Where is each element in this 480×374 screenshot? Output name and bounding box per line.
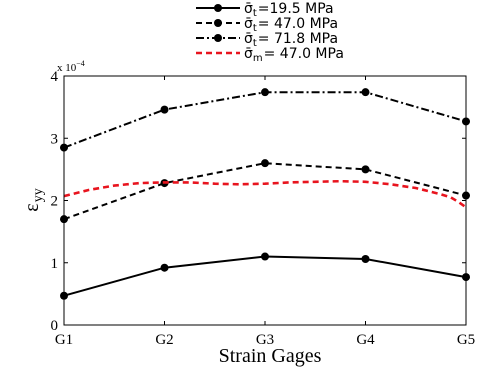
y-tick-label-2: 2: [51, 194, 59, 210]
legend-label-0: σ̄t=19.5 MPa: [244, 1, 334, 19]
y-tick-label-4: 4: [51, 69, 59, 85]
y-tick-label-0: 0: [51, 318, 59, 334]
x-tick-label-g4: G4: [356, 332, 375, 348]
series-0-point-1: [160, 263, 169, 272]
legend-marker-1: [214, 19, 222, 27]
x-axis-title: Strain Gages: [219, 345, 322, 367]
series-2-point-3: [361, 88, 370, 97]
axes-layer: G1 G2 G3 G4 G5 0 1 2 3 4: [51, 69, 476, 348]
series-1-line: [63, 162, 467, 221]
plot-frame: [63, 75, 467, 326]
series-0-point-2: [261, 252, 269, 261]
series-0-line: [63, 255, 467, 297]
series-0-point-3: [361, 255, 370, 264]
legend-label-3: σ̄m= 47.0 MPa: [244, 46, 344, 64]
legend-label-1: σ̄t= 47.0 MPa: [244, 16, 338, 34]
legend-marker-0: [214, 4, 222, 12]
legend-label-2: σ̄t= 71.8 MPa: [244, 31, 338, 49]
y-tick-label-1: 1: [51, 256, 59, 272]
series-3-line: [63, 179, 467, 209]
series-2-line: [63, 91, 467, 149]
series-layer: [60, 88, 470, 300]
legend-marker-2: [214, 34, 222, 42]
x-tick-label-g1: G1: [55, 332, 73, 348]
x-tick-label-g5: G5: [457, 332, 475, 348]
y-tick-label-3: 3: [51, 131, 59, 147]
x-tick-label-g2: G2: [155, 332, 173, 348]
series-1-point-2: [261, 159, 269, 168]
y-axis-scale-note: x 10−4: [57, 59, 85, 74]
series-1-point-3: [361, 165, 370, 174]
x-tick-label-g3: G3: [256, 332, 274, 348]
y-axis-title: εyy: [21, 188, 46, 211]
series-2-point-2: [261, 88, 269, 97]
series-2-point-1: [160, 105, 169, 114]
